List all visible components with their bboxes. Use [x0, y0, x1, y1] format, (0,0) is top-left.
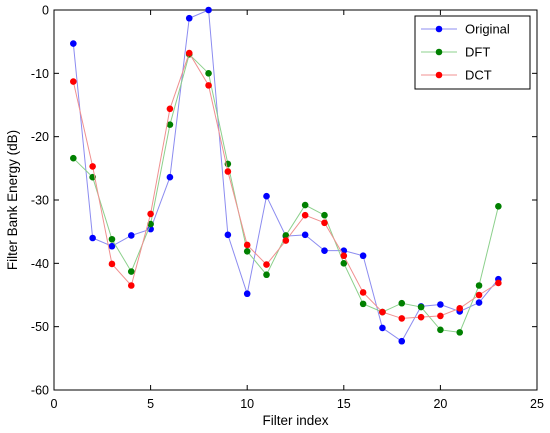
data-point [166, 121, 174, 128]
data-point [321, 211, 328, 219]
data-point [340, 252, 348, 260]
data-point [379, 324, 386, 332]
y-tick-label: -40 [31, 257, 49, 271]
data-point [127, 232, 135, 239]
data-point [301, 231, 309, 239]
series-layer [70, 6, 502, 345]
data-point [475, 291, 483, 299]
legend-marker [435, 71, 443, 79]
data-point [70, 78, 77, 85]
x-axis-title: Filter index [262, 413, 328, 428]
data-point [89, 163, 96, 170]
data-point [359, 252, 367, 260]
data-point [89, 234, 96, 242]
y-tick-label: -60 [31, 384, 49, 398]
x-tick-label: 10 [240, 397, 254, 411]
legend-item-original: Original [421, 22, 510, 37]
data-point [205, 82, 212, 89]
legend-label: DCT [465, 68, 492, 83]
data-point [321, 219, 328, 227]
data-point [263, 271, 270, 279]
data-point [475, 299, 483, 306]
tick-labels: 0 5 10 15 20 25 0 -10 -20 -30 -40 -50 -60 [31, 4, 544, 412]
data-point [359, 300, 367, 308]
data-point [263, 192, 270, 200]
data-point [108, 235, 116, 243]
data-point [166, 173, 174, 181]
legend-label: DFT [465, 45, 490, 60]
data-point [495, 279, 502, 287]
y-tick-label: -30 [31, 194, 49, 208]
data-point [166, 105, 174, 113]
data-point [495, 203, 502, 210]
axis-ticks [53, 9, 538, 391]
data-point [456, 305, 464, 312]
x-tick-label: 15 [337, 397, 351, 411]
data-point [379, 308, 386, 316]
legend-marker [435, 25, 443, 33]
legend-label: Original [465, 22, 510, 37]
data-point [147, 220, 154, 228]
data-point [243, 241, 251, 249]
legend-item-dct: DCT [421, 68, 492, 83]
series-dct [70, 49, 502, 322]
data-point [127, 268, 135, 275]
data-point [398, 337, 406, 345]
data-point [185, 49, 193, 57]
legend-marker [435, 48, 443, 56]
data-point [301, 211, 309, 219]
data-point [398, 315, 406, 322]
y-tick-label: 0 [42, 4, 49, 18]
data-point [437, 312, 444, 320]
data-point [205, 6, 212, 14]
legend-item-dft: DFT [421, 45, 490, 60]
data-point [398, 299, 406, 307]
x-tick-label: 5 [147, 397, 154, 411]
data-point [147, 210, 154, 218]
data-point [456, 329, 464, 336]
data-point [417, 313, 425, 321]
data-point [282, 232, 290, 239]
data-point [340, 260, 348, 267]
data-point [437, 326, 444, 334]
data-point [301, 201, 309, 209]
data-point [437, 301, 444, 308]
x-tick-label: 25 [530, 397, 544, 411]
data-point [127, 282, 135, 289]
data-point [321, 247, 328, 254]
y-tick-label: -20 [31, 130, 49, 144]
x-tick-label: 20 [433, 397, 447, 411]
data-point [359, 289, 367, 296]
data-point [205, 70, 212, 77]
data-point [185, 14, 193, 22]
data-point [224, 168, 232, 175]
data-point [417, 303, 425, 311]
data-point [70, 40, 77, 47]
data-point [108, 260, 116, 268]
data-point [224, 231, 232, 239]
x-tick-label: 0 [51, 397, 58, 411]
data-point [475, 282, 483, 289]
data-point [243, 248, 251, 255]
legend: Original DFT DCT [414, 15, 531, 90]
y-tick-label: -50 [31, 320, 49, 334]
data-point [108, 242, 116, 250]
y-tick-label: -10 [31, 67, 49, 81]
data-point [263, 261, 270, 268]
y-axis-title: Filter Bank Energy (dB) [5, 130, 20, 270]
data-point [282, 237, 290, 244]
data-point [70, 154, 77, 162]
data-point [243, 290, 251, 298]
